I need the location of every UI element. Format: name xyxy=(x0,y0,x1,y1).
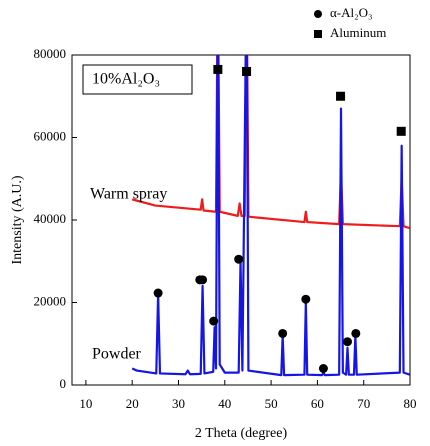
y-tick-label: 40000 xyxy=(34,211,67,226)
annotation-box xyxy=(82,64,193,95)
x-axis-label: 2 Theta (degree) xyxy=(195,426,288,441)
marker-circle xyxy=(351,328,361,338)
x-tick-label: 60 xyxy=(311,396,324,411)
annotation: 10%Al₂O₃ xyxy=(92,71,160,88)
series-label: Warm spray xyxy=(90,186,167,203)
y-tick-label: 60000 xyxy=(34,128,67,143)
legend-symbol xyxy=(314,10,322,18)
marker-square xyxy=(242,67,252,76)
marker-circle xyxy=(301,294,311,304)
x-tick-label: 30 xyxy=(172,396,185,411)
marker-circle xyxy=(318,364,328,373)
y-tick-label: 20000 xyxy=(34,293,67,308)
legend-symbol xyxy=(314,30,322,38)
series-label: Powder xyxy=(92,346,142,363)
series-line xyxy=(131,55,410,377)
x-tick-label: 50 xyxy=(265,396,278,411)
legend-label: Aluminum xyxy=(330,25,386,40)
marker-square xyxy=(213,64,223,74)
y-tick-label: 80000 xyxy=(34,46,67,61)
marker-circle xyxy=(278,328,288,338)
y-tick-label: 0 xyxy=(60,376,67,391)
x-tick-label: 80 xyxy=(404,396,417,411)
marker-square xyxy=(336,91,346,101)
plot-area xyxy=(131,55,410,377)
marker-square xyxy=(396,126,406,136)
y-axis-label: Intensity (A.U.) xyxy=(10,175,25,264)
x-tick-label: 20 xyxy=(126,396,139,411)
marker-circle xyxy=(209,316,219,326)
marker-circle xyxy=(198,275,208,285)
marker-circle xyxy=(153,288,163,298)
x-tick-label: 10 xyxy=(79,396,92,411)
x-tick-label: 40 xyxy=(218,396,231,411)
marker-circle xyxy=(234,254,244,264)
marker-circle xyxy=(342,337,352,347)
legend-label: α-Al₂O₃ xyxy=(330,5,373,20)
x-tick-label: 70 xyxy=(357,396,370,411)
